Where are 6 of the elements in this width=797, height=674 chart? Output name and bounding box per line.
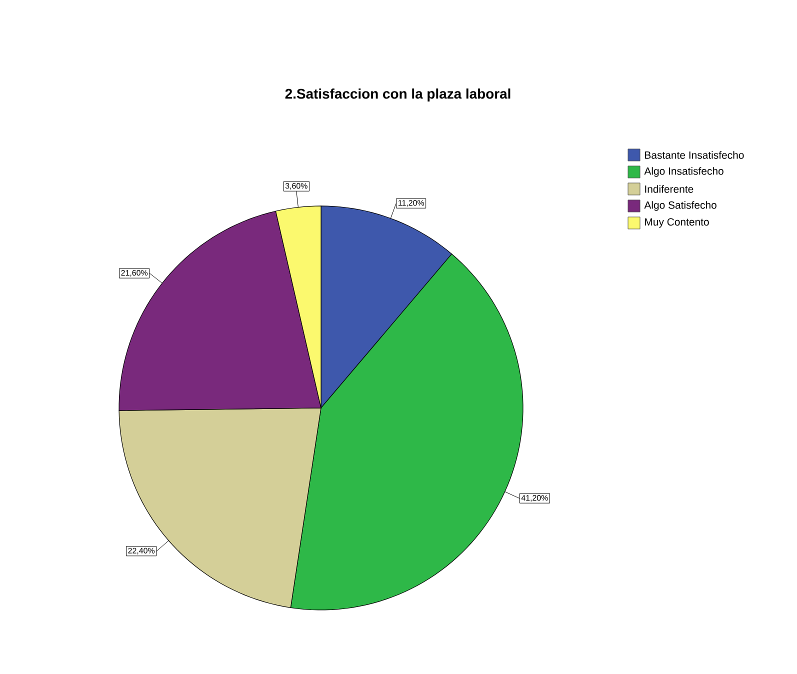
legend-label: Muy Contento: [645, 218, 709, 228]
legend-label: Indiferente: [645, 185, 694, 193]
legend-label: Bastante Insatisfecho: [645, 151, 744, 159]
legend-label: Algo Insatisfecho: [644, 167, 724, 177]
chart-title: 2.Satisfaccion con la plaza laboral: [285, 88, 510, 102]
legend-label: Algo Satisfecho: [644, 201, 716, 211]
